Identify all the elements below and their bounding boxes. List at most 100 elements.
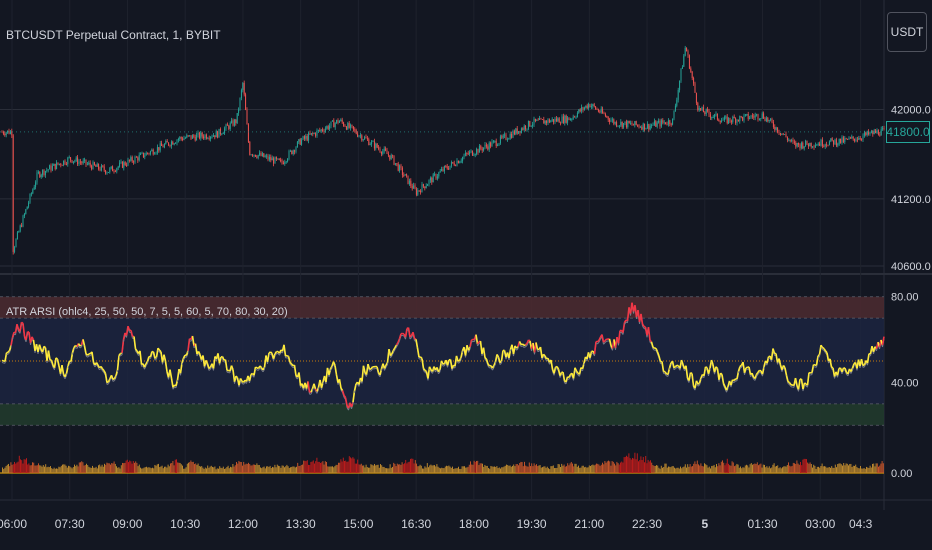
atr-bar xyxy=(744,465,746,473)
atr-bar xyxy=(45,464,47,473)
atr-bar xyxy=(386,468,387,473)
candle-body xyxy=(763,113,765,119)
candle-body xyxy=(445,166,447,167)
atr-bar xyxy=(632,457,633,473)
atr-bar xyxy=(239,461,241,473)
atr-bar xyxy=(232,463,234,473)
atr-bar xyxy=(840,464,842,473)
candle-body xyxy=(522,128,524,130)
atr-bar xyxy=(66,467,68,473)
atr-bar xyxy=(491,466,493,473)
indicator-label[interactable]: ATR ARSI (ohlc4, 25, 50, 50, 7, 5, 5, 60… xyxy=(6,306,288,318)
time-tick-label-1: 07:30 xyxy=(55,517,85,531)
candle-body xyxy=(471,150,473,156)
atr-bar xyxy=(876,463,878,473)
rsi-segment xyxy=(118,353,122,356)
rsi-segment xyxy=(7,350,11,353)
rsi-segment xyxy=(730,379,734,386)
candle-body xyxy=(281,160,283,163)
atr-bar xyxy=(669,466,671,473)
candle-body xyxy=(138,154,140,161)
atr-bar xyxy=(854,465,855,473)
symbol-title[interactable]: BTCUSDT Perpetual Contract, 1, BYBIT xyxy=(6,28,221,42)
atr-bar xyxy=(467,466,469,473)
atr-bar xyxy=(803,458,805,473)
atr-bar xyxy=(848,465,849,473)
candle-body xyxy=(362,139,364,141)
rsi-segment xyxy=(850,367,854,372)
rsi-signal-segment xyxy=(576,372,579,376)
atr-bar xyxy=(711,465,713,473)
atr-bar xyxy=(141,468,143,473)
rsi-signal-segment xyxy=(697,384,700,387)
candle-body xyxy=(39,172,41,177)
atr-bar xyxy=(740,466,741,473)
candle-body xyxy=(750,115,752,118)
candle-body xyxy=(863,132,865,136)
rsi-segment xyxy=(751,372,755,378)
candle-body xyxy=(793,141,795,143)
candle-body xyxy=(155,152,157,154)
candle-body xyxy=(602,108,604,114)
rsi-segment xyxy=(230,365,234,370)
atr-bar xyxy=(417,466,419,473)
rsi-segment xyxy=(391,349,395,354)
atr-bar xyxy=(290,467,291,473)
candle-body xyxy=(490,142,492,147)
atr-bar xyxy=(238,460,240,473)
candle-body xyxy=(431,177,433,183)
atr-bar xyxy=(338,462,339,473)
atr-bar xyxy=(305,461,307,473)
candle-body xyxy=(246,109,248,125)
atr-bar xyxy=(663,466,665,473)
atr-bar xyxy=(72,467,74,473)
candle-body xyxy=(588,104,590,109)
atr-bar xyxy=(262,467,264,473)
atr-bar xyxy=(225,468,227,473)
rsi-segment xyxy=(376,366,380,373)
candle-body xyxy=(120,161,122,163)
rsi-segment xyxy=(91,351,95,363)
atr-bar xyxy=(749,464,751,473)
atr-bar xyxy=(365,464,367,473)
atr-bar xyxy=(870,467,872,473)
atr-bar xyxy=(556,467,558,473)
currency-button[interactable]: USDT xyxy=(887,12,927,52)
candle-body xyxy=(742,116,744,121)
candle-body xyxy=(172,141,174,145)
atr-bar xyxy=(618,464,620,473)
atr-bar xyxy=(65,465,67,473)
atr-bar xyxy=(827,467,829,473)
atr-bar xyxy=(374,463,375,473)
atr-bar xyxy=(693,463,695,473)
rsi-segment xyxy=(16,323,20,330)
rsi-segment xyxy=(197,351,201,355)
candle-body xyxy=(201,132,203,137)
rsi-signal-segment xyxy=(823,350,826,354)
candle-body xyxy=(554,118,556,123)
atr-bar xyxy=(466,467,468,473)
atr-bar xyxy=(122,462,123,473)
rsi-segment xyxy=(86,353,90,356)
atr-bar xyxy=(742,467,744,473)
atr-bar xyxy=(303,460,305,473)
rsi-segment xyxy=(667,367,671,375)
candle-body xyxy=(126,165,128,166)
atr-bar xyxy=(862,468,864,473)
atr-bar xyxy=(12,464,14,473)
candle-body xyxy=(865,132,867,135)
atr-bar xyxy=(236,462,237,473)
atr-bar xyxy=(207,465,209,473)
candle-body xyxy=(197,132,199,135)
candle-body xyxy=(807,144,809,147)
rsi-segment xyxy=(806,372,810,386)
candle-body xyxy=(814,145,816,148)
candle-body xyxy=(400,165,402,168)
atr-bar xyxy=(743,467,745,473)
candle-body xyxy=(764,118,766,122)
rsi-segment xyxy=(154,356,158,359)
rsi-segment xyxy=(11,331,15,338)
atr-bar xyxy=(362,465,363,473)
atr-bar xyxy=(437,466,439,473)
rsi-segment xyxy=(797,379,801,390)
